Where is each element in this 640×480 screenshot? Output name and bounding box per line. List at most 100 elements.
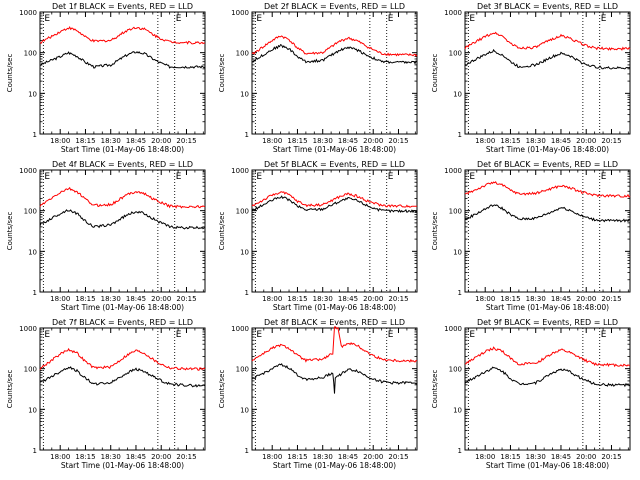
- event-marker-label: E: [44, 172, 50, 182]
- x-tick-label: 20:15: [388, 137, 408, 145]
- y-tick-label: 1000: [231, 9, 249, 17]
- series-line-events: [251, 363, 418, 394]
- x-tick-label: 18:00: [475, 453, 495, 461]
- y-tick-label: 1000: [444, 167, 462, 175]
- series-line-lld: [39, 186, 206, 209]
- x-tick-label: 18:30: [526, 453, 546, 461]
- series-line-lld: [39, 347, 206, 371]
- event-marker-label: E: [176, 14, 182, 24]
- chart-panel: Det 7f BLACK = Events, RED = LLD 1 10 100 10…: [6, 318, 206, 470]
- y-axis-label: Counts/sec: [218, 54, 226, 93]
- x-tick-label: 18:15: [75, 137, 95, 145]
- y-tick-label: 100: [449, 366, 462, 374]
- y-tick-label: 1000: [444, 325, 462, 333]
- y-tick-label: 100: [449, 50, 462, 58]
- plot-frame: [464, 327, 631, 451]
- x-tick-label: 18:15: [287, 137, 307, 145]
- x-axis-label: Start Time (01-May-06 18:48:00): [61, 303, 184, 312]
- chart-title: Det 5f BLACK = Events, RED = LLD: [264, 160, 405, 169]
- chart-title: Det 4f BLACK = Events, RED = LLD: [52, 160, 193, 169]
- chart-title: Det 7f BLACK = Events, RED = LLD: [52, 318, 193, 327]
- event-marker-label: E: [388, 14, 394, 24]
- chart-panel: Det 6f BLACK = Events, RED = LLD 1 10 100 10…: [431, 160, 631, 312]
- x-tick-label: 18:15: [287, 295, 307, 303]
- x-tick-label: 18:30: [313, 453, 333, 461]
- series-line-lld: [464, 346, 631, 368]
- x-tick-label: 18:15: [500, 137, 520, 145]
- chart-panel: Det 3f BLACK = Events, RED = LLD 1 10 100 10…: [431, 2, 631, 154]
- y-axis-label: Counts/sec: [431, 370, 439, 409]
- y-tick-label: 1000: [231, 167, 249, 175]
- y-axis-label: Counts/sec: [6, 54, 14, 93]
- y-tick-label: 100: [24, 208, 37, 216]
- chart-title: Det 1f BLACK = Events, RED = LLD: [52, 2, 193, 11]
- x-axis-label: Start Time (01-May-06 18:48:00): [486, 145, 609, 154]
- x-axis-label: Start Time (01-May-06 18:48:00): [273, 461, 396, 470]
- x-tick-label: 20:00: [576, 137, 596, 145]
- x-tick-label: 18:00: [262, 295, 282, 303]
- y-tick-label: 1: [33, 447, 37, 455]
- series-line-events: [251, 195, 418, 214]
- y-tick-label: 10: [453, 406, 462, 414]
- event-marker-label: E: [256, 172, 262, 182]
- event-marker-label: E: [256, 14, 262, 24]
- x-tick-label: 20:15: [388, 453, 408, 461]
- y-tick-label: 1: [245, 131, 249, 139]
- x-tick-label: 18:00: [50, 453, 70, 461]
- y-tick-label: 10: [240, 90, 249, 98]
- event-marker-label: E: [44, 330, 50, 340]
- x-tick-label: 18:00: [262, 137, 282, 145]
- y-tick-label: 10: [453, 248, 462, 256]
- x-tick-label: 18:30: [101, 295, 121, 303]
- series-line-events: [464, 48, 631, 70]
- y-tick-label: 100: [236, 208, 249, 216]
- plot-frame: [39, 11, 206, 135]
- plot-frame: [464, 11, 631, 135]
- y-tick-label: 100: [236, 50, 249, 58]
- y-tick-label: 10: [28, 248, 37, 256]
- x-tick-label: 18:15: [500, 453, 520, 461]
- x-tick-label: 18:30: [313, 295, 333, 303]
- chart-title: Det 8f BLACK = Events, RED = LLD: [264, 318, 405, 327]
- x-tick-label: 18:00: [475, 137, 495, 145]
- series-line-lld: [251, 191, 418, 208]
- chart-panel: Det 1f BLACK = Events, RED = LLD 1 10 100 10…: [6, 2, 206, 154]
- x-tick-label: 18:00: [475, 295, 495, 303]
- y-tick-label: 100: [24, 50, 37, 58]
- x-tick-label: 18:45: [551, 453, 571, 461]
- x-tick-label: 18:45: [338, 295, 358, 303]
- y-tick-label: 10: [28, 406, 37, 414]
- event-marker-label: E: [44, 14, 50, 24]
- chart-title: Det 3f BLACK = Events, RED = LLD: [477, 2, 618, 11]
- event-marker-label: E: [176, 330, 182, 340]
- x-tick-label: 18:45: [338, 137, 358, 145]
- y-axis-label: Counts/sec: [431, 54, 439, 93]
- x-tick-label: 18:15: [500, 295, 520, 303]
- y-tick-label: 1000: [444, 9, 462, 17]
- x-tick-label: 18:45: [126, 295, 146, 303]
- y-tick-label: 1: [245, 447, 249, 455]
- y-tick-label: 1: [33, 131, 37, 139]
- x-tick-label: 18:45: [126, 137, 146, 145]
- series-line-events: [464, 366, 631, 388]
- event-marker-label: E: [601, 14, 607, 24]
- y-axis-label: Counts/sec: [431, 212, 439, 251]
- y-tick-label: 1: [458, 131, 462, 139]
- chart-title: Det 2f BLACK = Events, RED = LLD: [264, 2, 405, 11]
- y-tick-label: 1000: [19, 167, 37, 175]
- series-line-events: [39, 51, 206, 69]
- x-tick-label: 20:00: [151, 295, 171, 303]
- x-tick-label: 18:30: [101, 453, 121, 461]
- x-tick-label: 20:15: [601, 453, 621, 461]
- x-axis-label: Start Time (01-May-06 18:48:00): [61, 145, 184, 154]
- x-tick-label: 20:15: [176, 453, 196, 461]
- x-tick-label: 20:15: [176, 295, 196, 303]
- series-line-events: [39, 209, 206, 230]
- y-tick-label: 1000: [231, 325, 249, 333]
- series-line-lld: [39, 26, 206, 45]
- plot-frame: [39, 327, 206, 451]
- y-tick-label: 1: [33, 289, 37, 297]
- y-tick-label: 10: [28, 90, 37, 98]
- y-axis-label: Counts/sec: [6, 212, 14, 251]
